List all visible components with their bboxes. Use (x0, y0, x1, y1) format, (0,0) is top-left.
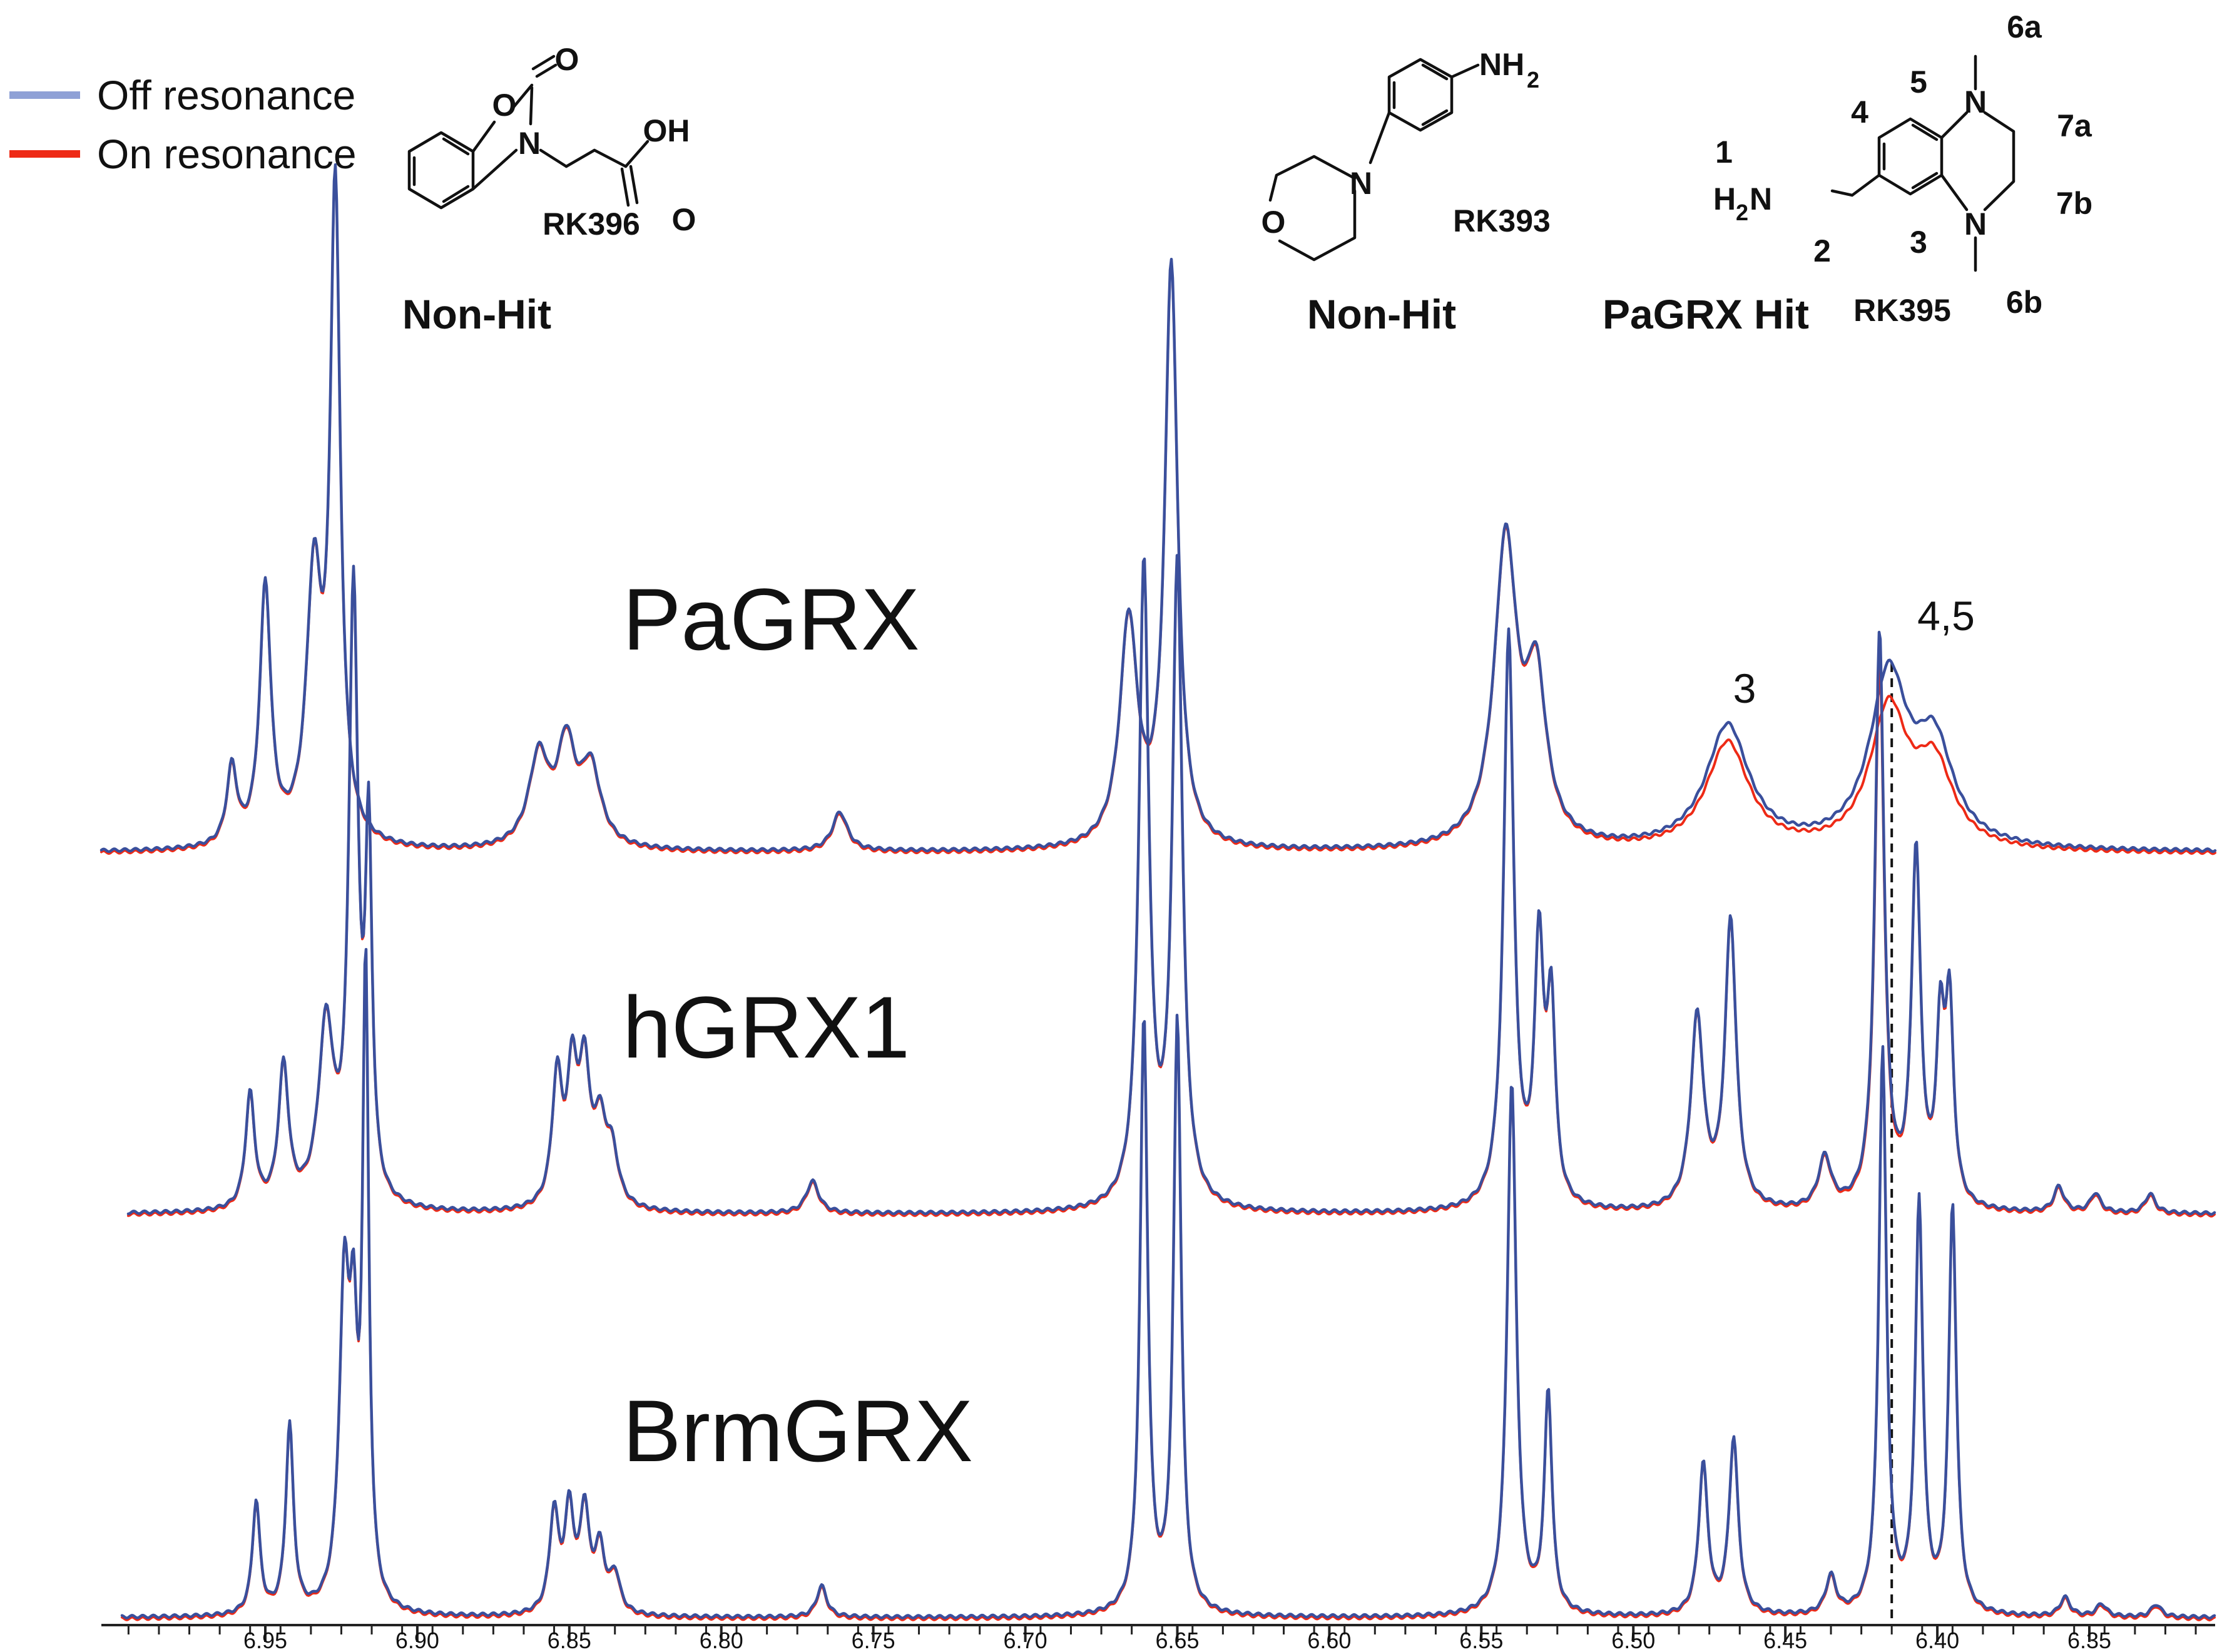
x-axis-tick-label: 6.80 (700, 1628, 743, 1652)
rk395-atom-n-top: N (1964, 84, 1987, 120)
rk393-bond (1368, 111, 1391, 165)
x-axis-tick-label: 6.40 (1915, 1628, 1959, 1652)
spectra-plot (99, 163, 2217, 1624)
molecule-rk396: O O N OH O RK396 Non-Hit (402, 42, 696, 337)
rk395-atom-n-bottom: N (1964, 206, 1987, 242)
rk396-bond (442, 185, 470, 203)
rk396-bond (624, 140, 650, 168)
rk393-atom-n: N (1350, 166, 1372, 201)
x-axis-tick-label: 6.65 (1155, 1628, 1199, 1652)
rk396-bond (442, 137, 470, 156)
rk393-compound-id: RK393 (1453, 203, 1551, 238)
rk396-hit-status: Non-Hit (402, 291, 551, 337)
x-axis-tick-label: 6.90 (395, 1628, 439, 1652)
rk395-atom-number-2: 2 (1813, 233, 1831, 268)
rk393-bond (1421, 63, 1449, 81)
spectrum-hgrx1 (126, 554, 2216, 1218)
rk396-bond (564, 148, 596, 168)
rk393-morpholine-ring (1268, 155, 1357, 202)
spectra-layer (99, 163, 2217, 1622)
spectrum-pagrx (99, 163, 2217, 855)
molecule-rk393: NH 2 N O RK393 Non-Hit (1261, 47, 1551, 337)
rk396-atom-n: N (518, 126, 541, 161)
rk395-atom-h2n-h: H (1713, 181, 1736, 217)
x-axis: 6.95 6.90 6.85 6.80 6.75 6.70 6.65 6.60 6.55 6.50… (101, 1624, 2215, 1652)
spectrum-hgrx1-off-resonance (126, 554, 2216, 1216)
spectrum-label-pagrx: PaGRX (623, 570, 920, 668)
rk395-bond (1911, 123, 1939, 141)
rk396-bond (531, 54, 556, 71)
rk395-atom-h2n-subscript: 2 (1736, 200, 1748, 225)
rk393-bond (1421, 109, 1449, 126)
rk396-bond (620, 167, 630, 207)
rk393-benzene-ring (1387, 58, 1454, 132)
legend: Off resonance On resonance (9, 72, 357, 177)
rk395-atom-h2n-n: N (1750, 181, 1772, 217)
rk395-atom-number-5: 5 (1910, 64, 1927, 99)
x-axis-tick-label: 6.70 (1004, 1628, 1047, 1652)
rk396-atom-oh: OH (643, 113, 690, 148)
legend-label-off-resonance: Off resonance (97, 72, 355, 118)
rk395-atom-number-7a: 7a (2057, 108, 2092, 143)
rk395-bond (1911, 171, 1939, 190)
rk396-atom-o-ring: O (492, 88, 517, 123)
rk395-atom-number-6b: 6b (2006, 285, 2042, 320)
x-axis-ticks: 6.95 6.90 6.85 6.80 6.75 6.70 6.65 6.60 6.55 6.50… (127, 1625, 2197, 1652)
rk396-bond (471, 148, 518, 191)
rk395-bond (1850, 173, 1881, 197)
molecule-rk395: H 2 N N N 1 2 3 4 5 6a 7a 7b 6b RK395 Pa… (1603, 9, 2092, 337)
rk393-atom-nh2: NH (1479, 47, 1524, 82)
x-axis-tick-label: 6.60 (1307, 1628, 1351, 1652)
rk396-bond (629, 165, 639, 205)
rk396-bond (511, 83, 534, 110)
rk396-bond (529, 86, 534, 126)
rk396-atom-o-carbonyl: O (555, 42, 579, 77)
spectrum-brmgrx (120, 947, 2216, 1622)
rk395-atom-number-4: 4 (1851, 94, 1868, 130)
x-axis-tick-label: 6.85 (548, 1628, 591, 1652)
x-axis-tick-label: 6.35 (2067, 1628, 2111, 1652)
rk396-bond (593, 148, 628, 168)
spectrum-brmgrx-off-resonance (120, 947, 2216, 1620)
rk395-bond (1830, 189, 1854, 197)
rk395-piperazine-ring (1983, 111, 2016, 212)
rk393-atom-o: O (1261, 205, 1286, 240)
x-axis-tick-label: 6.45 (1763, 1628, 1807, 1652)
rk395-atom-number-1: 1 (1715, 135, 1733, 170)
rk395-bond (1940, 111, 1969, 140)
x-axis-tick-label: 6.95 (243, 1628, 287, 1652)
x-axis-tick-label: 6.55 (1459, 1628, 1503, 1652)
rk395-benzene-ring (1877, 117, 1944, 196)
rk393-bond (1450, 63, 1480, 79)
spectrum-pagrx-off-resonance (99, 163, 2217, 854)
peak-annotation-3: 3 (1733, 665, 1756, 711)
rk395-hit-status: PaGRX Hit (1603, 291, 1809, 337)
spectrum-pagrx-on-resonance (100, 165, 2216, 855)
rk395-atom-number-6a: 6a (2007, 9, 2042, 44)
rk396-compound-id: RK396 (543, 206, 640, 242)
rk396-bond (471, 120, 496, 153)
rk396-bond (535, 63, 558, 78)
x-axis-tick-label: 6.50 (1611, 1628, 1655, 1652)
rk393-morpholine-ring (1278, 189, 1357, 262)
rk395-compound-id: RK395 (1853, 293, 1951, 328)
spectrum-brmgrx-on-resonance (121, 950, 2216, 1622)
rk395-bond (1940, 173, 1969, 212)
spectrum-label-brmgrx: BrmGRX (623, 1382, 973, 1480)
spectrum-label-hgrx1: hGRX1 (623, 978, 910, 1076)
x-axis-tick-label: 6.75 (852, 1628, 895, 1652)
peak-annotation-4-5: 4,5 (1917, 593, 1975, 639)
rk393-hit-status: Non-Hit (1307, 291, 1456, 337)
rk396-bond (539, 148, 568, 168)
rk395-atom-number-3: 3 (1910, 225, 1927, 260)
rk396-benzene-ring (407, 131, 475, 210)
legend-label-on-resonance: On resonance (97, 131, 357, 177)
rk396-atom-o-acid: O (672, 202, 696, 237)
rk395-atom-number-7b: 7b (2056, 186, 2092, 221)
rk393-atom-nh2-subscript: 2 (1527, 67, 1539, 93)
